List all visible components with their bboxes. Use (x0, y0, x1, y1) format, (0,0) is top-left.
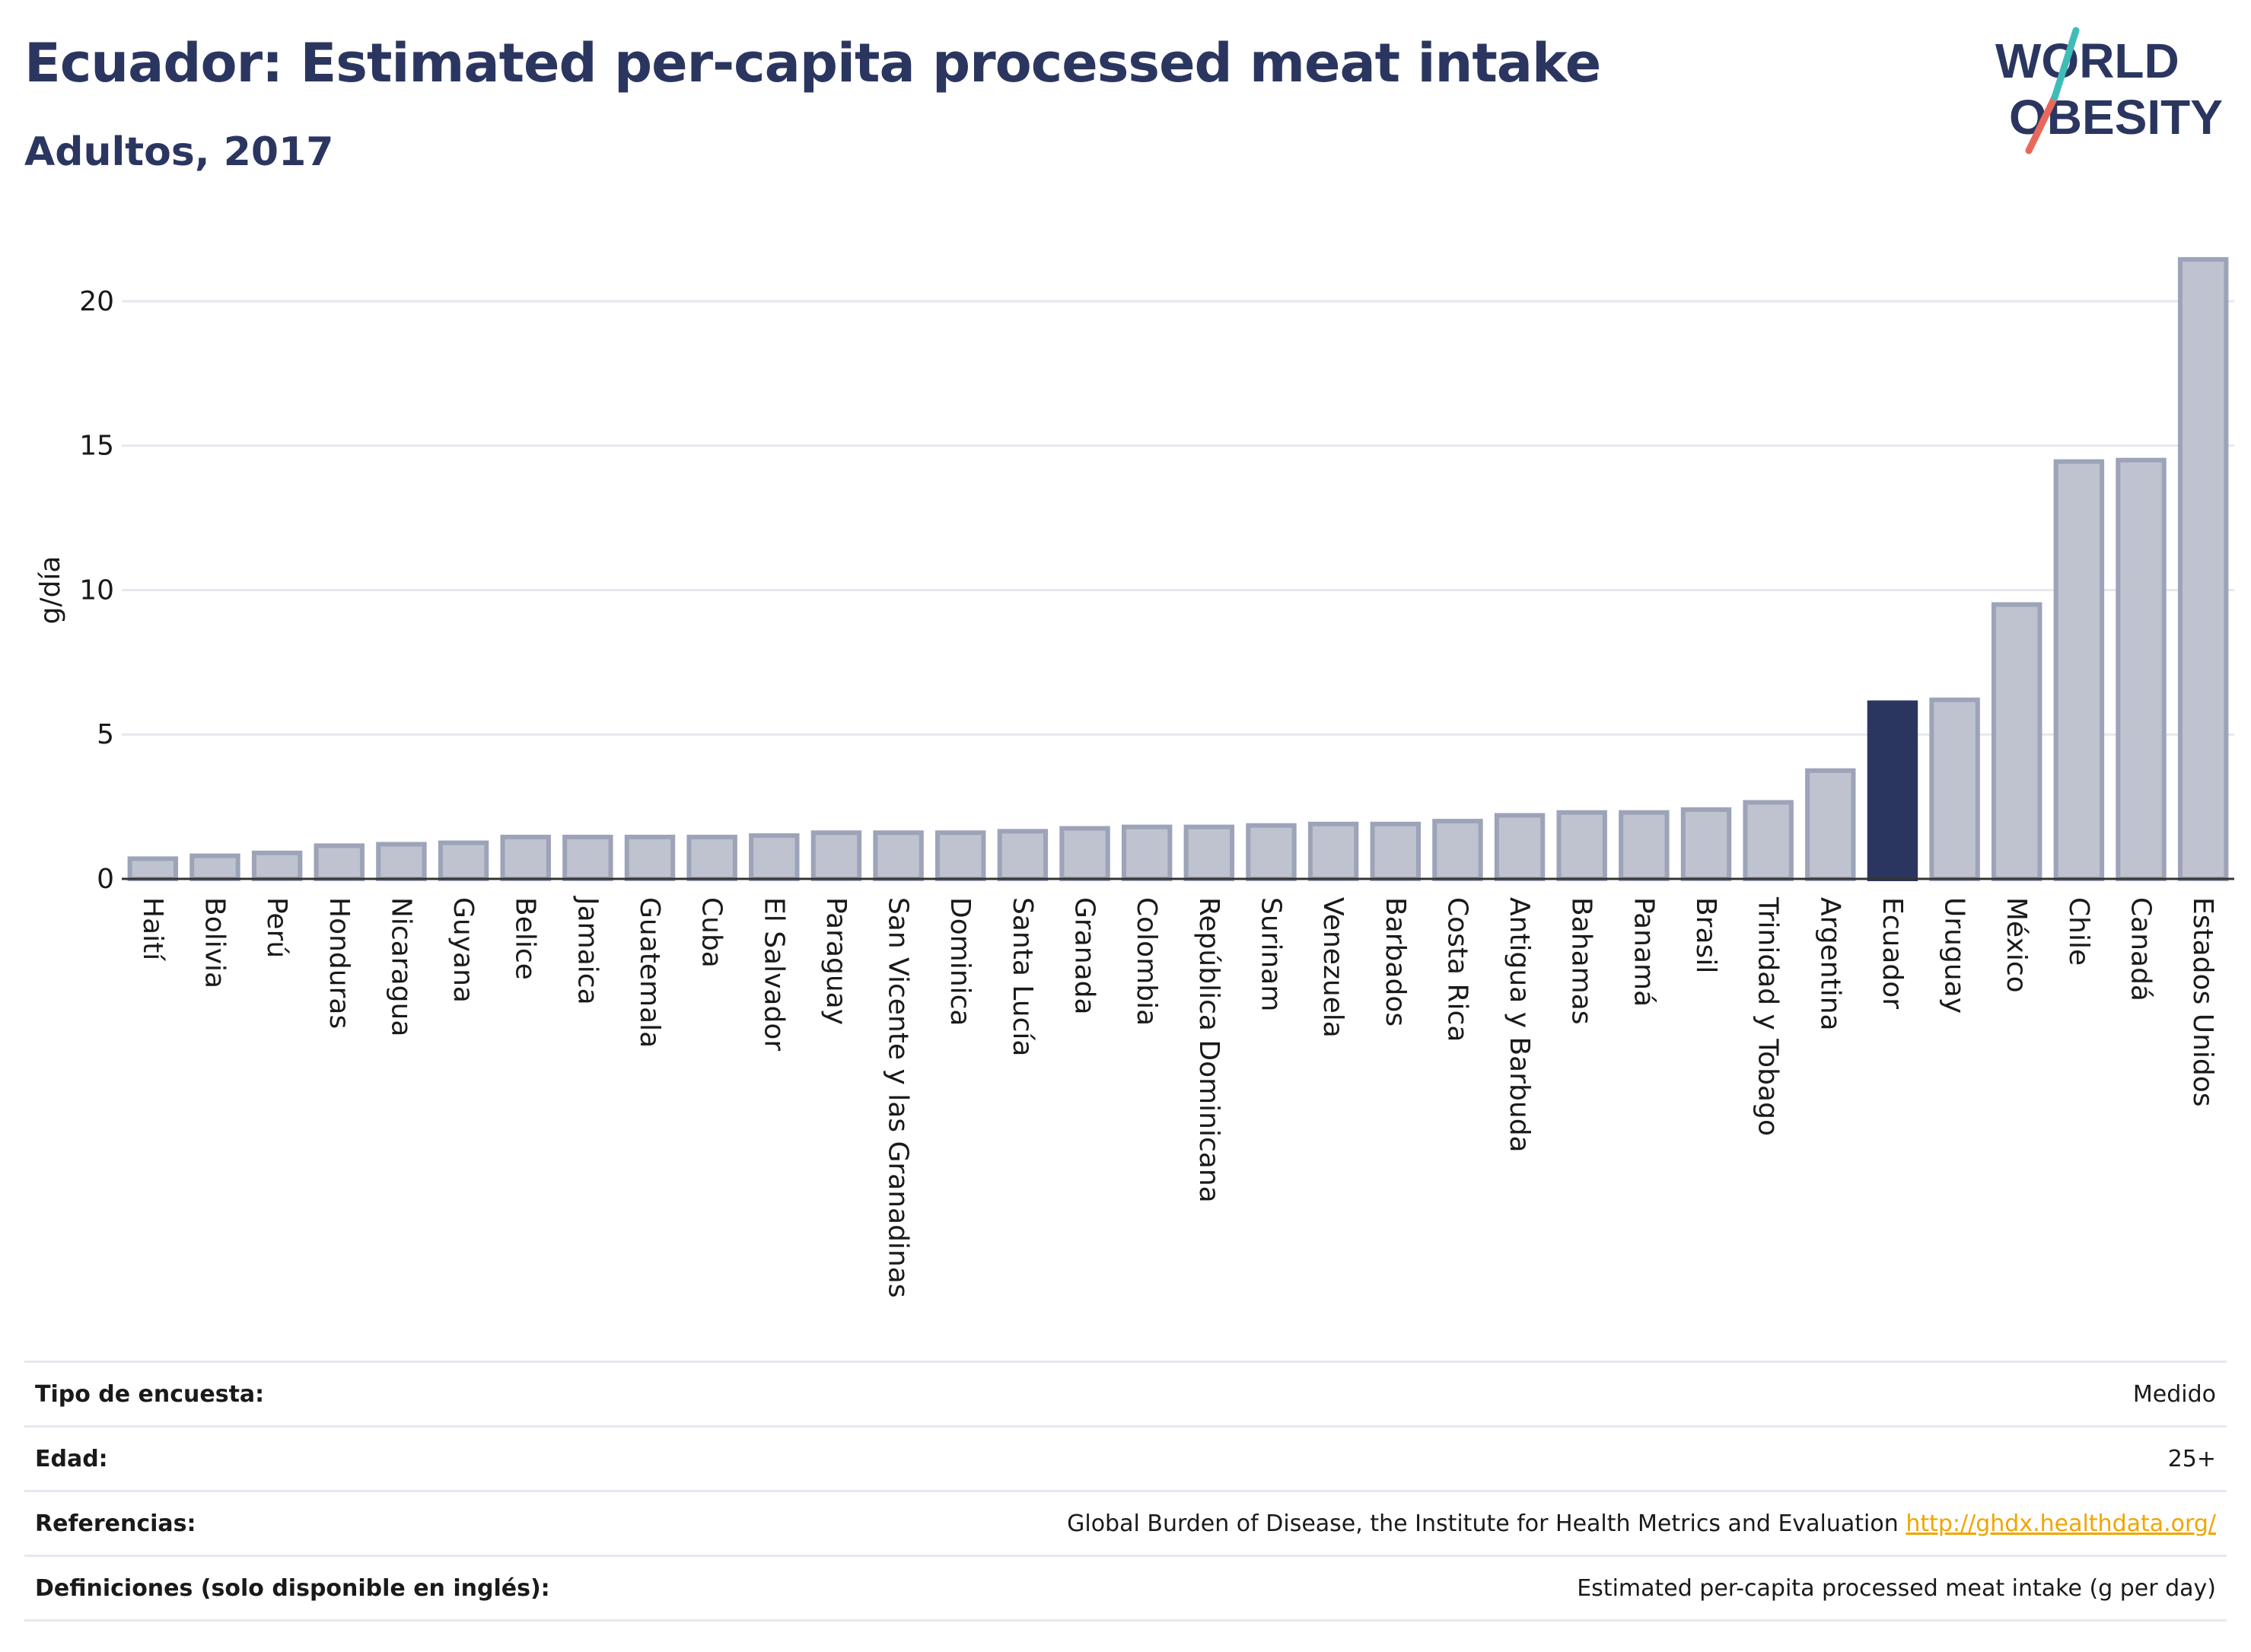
x-tick-label: Cuba (696, 897, 728, 968)
bar-16[interactable] (1121, 824, 1173, 881)
bar-7[interactable] (562, 834, 613, 882)
x-tick-label: Santa Lucía (1007, 897, 1038, 1056)
reference-link[interactable]: http://ghdx.healthdata.org/ (1906, 1510, 2216, 1537)
info-value: 25+ (2167, 1445, 2216, 1472)
x-tick-label: México (2001, 897, 2032, 993)
y-tick-label: 5 (97, 719, 114, 750)
x-tick-label: Surinam (1255, 897, 1286, 1011)
info-label: Edad: (35, 1445, 108, 1472)
bar-27[interactable] (1805, 768, 1856, 882)
bar-18[interactable] (1246, 823, 1297, 881)
x-tick-label: Chile (2063, 897, 2094, 966)
bar-4[interactable] (376, 842, 427, 882)
info-value: Estimated per-capita processed meat inta… (1577, 1574, 2216, 1602)
x-tick-label: Nicaragua (385, 897, 416, 1036)
info-label: Tipo de encuesta: (35, 1380, 265, 1408)
x-tick-label: Canadá (2125, 897, 2157, 1001)
bar-12[interactable] (873, 830, 924, 881)
y-tick-label: 20 (79, 286, 114, 317)
world-obesity-logo: WORLD OBESITY (1995, 27, 2223, 154)
info-value-references: Global Burden of Disease, the Institute … (1067, 1510, 2216, 1537)
bar-23[interactable] (1556, 810, 1607, 882)
x-tick-label: Colombia (1131, 897, 1162, 1026)
bar-9[interactable] (686, 834, 737, 882)
reference-text: Global Burden of Disease, the Institute … (1067, 1510, 1899, 1537)
y-tick-label: 0 (97, 864, 114, 895)
info-label: Definiciones (solo disponible en inglés)… (35, 1574, 550, 1602)
x-tick-label: San Vicente y las Granadinas (883, 897, 914, 1298)
bar-33[interactable] (2177, 256, 2229, 881)
x-tick-label: Perú (261, 897, 292, 958)
x-tick-label: Paraguay (820, 897, 852, 1025)
bar-24[interactable] (1619, 810, 1670, 882)
x-tick-label: Trinidad y Tobago (1753, 896, 1784, 1136)
bar-28[interactable] (1867, 700, 1918, 882)
info-row-definitions: Definiciones (solo disponible en inglés)… (24, 1555, 2227, 1622)
info-row-references: Referencias: Global Burden of Disease, t… (24, 1490, 2227, 1555)
y-tick-label: 15 (79, 431, 114, 462)
info-table: Tipo de encuesta: Medido Edad: 25+ Refer… (24, 1361, 2227, 1622)
x-tick-label: Uruguay (1939, 897, 1970, 1014)
page-subtitle: Adultos, 2017 (24, 129, 334, 175)
x-tick-label: Panamá (1628, 897, 1659, 1007)
bar-22[interactable] (1494, 813, 1546, 881)
logo-line1: WORLD (1995, 33, 2179, 88)
x-tick-label: Antigua y Barbuda (1504, 897, 1535, 1153)
bar-29[interactable] (1929, 697, 1980, 881)
bar-14[interactable] (997, 829, 1049, 881)
page-title: Ecuador: Estimated per-capita processed … (24, 32, 1601, 94)
x-tick-label: República Dominicana (1193, 897, 1224, 1203)
x-tick-label: Costa Rica (1441, 897, 1473, 1042)
bar-8[interactable] (624, 834, 676, 882)
info-value: Medido (2132, 1380, 2216, 1408)
bar-6[interactable] (500, 834, 551, 882)
info-row-age: Edad: 25+ (24, 1425, 2227, 1490)
bar-2[interactable] (251, 850, 303, 882)
x-tick-label: Dominica (944, 897, 976, 1027)
x-tick-label: Barbados (1380, 897, 1411, 1027)
bar-1[interactable] (189, 853, 240, 881)
bar-19[interactable] (1307, 821, 1359, 881)
bar-17[interactable] (1183, 824, 1235, 881)
x-tick-label: Guatemala (634, 897, 665, 1048)
bar-10[interactable] (749, 833, 800, 882)
info-row-survey-type: Tipo de encuesta: Medido (24, 1361, 2227, 1425)
x-tick-label: Argentina (1814, 897, 1845, 1031)
x-tick-label: Venezuela (1317, 897, 1348, 1038)
bar-30[interactable] (1992, 602, 2042, 881)
x-tick-label: El Salvador (758, 897, 789, 1051)
y-tick-label: 10 (79, 575, 114, 606)
x-tick-label: Granada (1069, 897, 1100, 1015)
bar-13[interactable] (935, 830, 986, 881)
x-tick-label: Ecuador (1877, 897, 1908, 1009)
bar-21[interactable] (1432, 819, 1483, 882)
bar-20[interactable] (1370, 821, 1421, 881)
x-tick-label: Belice (510, 897, 541, 980)
bar-31[interactable] (2053, 459, 2105, 881)
x-tick-label: Bahamas (1566, 897, 1597, 1025)
y-axis-label: g/día (35, 556, 66, 625)
x-tick-label: Estados Unidos (2187, 897, 2218, 1107)
bar-32[interactable] (2116, 457, 2167, 881)
x-tick-label: Honduras (323, 897, 355, 1029)
bar-5[interactable] (438, 840, 489, 881)
x-tick-label: Haití (137, 897, 168, 961)
bar-15[interactable] (1059, 826, 1110, 882)
x-tick-label: Guyana (447, 897, 479, 1003)
bar-11[interactable] (810, 830, 862, 881)
bar-chart: 0 5 10 15 20 g/día Haití Bolivia Perú Honduras Nic… (35, 256, 2234, 1298)
bar-3[interactable] (314, 843, 365, 882)
bar-0[interactable] (127, 856, 179, 881)
bar-25[interactable] (1680, 807, 1732, 881)
x-tick-label: Jamaica (572, 896, 603, 1005)
info-label: Referencias: (35, 1510, 196, 1537)
x-tick-label: Bolivia (199, 897, 230, 988)
bar-26[interactable] (1743, 800, 1794, 881)
x-tick-label: Brasil (1690, 897, 1721, 973)
